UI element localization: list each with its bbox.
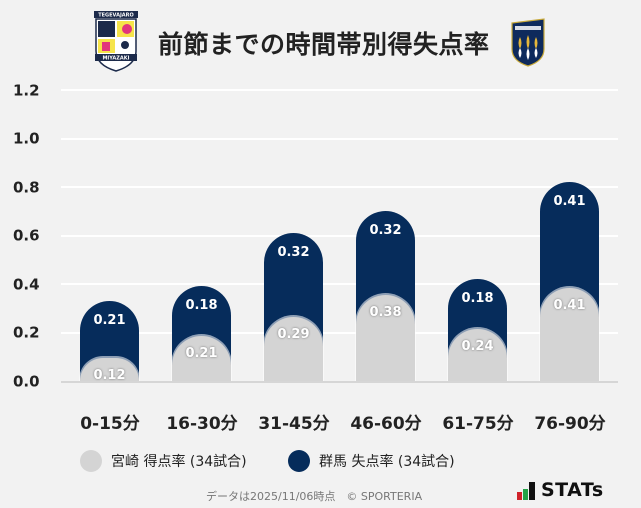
x-category-label: 46-60分 bbox=[350, 414, 422, 434]
legend-item-away: 群馬 失点率 (34試合) bbox=[288, 450, 455, 472]
bar-value-home: 0.24 bbox=[461, 338, 494, 354]
y-tick-label: 0.4 bbox=[13, 275, 40, 294]
y-tick-label: 0.2 bbox=[13, 323, 40, 342]
bar-value-home: 0.29 bbox=[277, 326, 310, 342]
legend-item-home: 宮崎 得点率 (34試合) bbox=[80, 450, 247, 472]
gridline bbox=[61, 235, 618, 237]
brand-bar-icon bbox=[523, 489, 528, 500]
bar-value-away: 0.32 bbox=[369, 223, 402, 239]
x-axis-baseline bbox=[61, 381, 618, 383]
gridline bbox=[61, 89, 618, 91]
y-tick-label: 0.8 bbox=[13, 178, 40, 197]
bar-segment-home bbox=[540, 287, 599, 381]
bar-stack: 0.18 0.24 bbox=[448, 279, 507, 381]
bar-segment-home bbox=[264, 316, 323, 381]
x-category-label: 0-15分 bbox=[80, 414, 140, 434]
brand-bar-icon bbox=[517, 492, 522, 500]
x-category-label: 31-45分 bbox=[258, 414, 330, 434]
bar-segment-home bbox=[172, 336, 231, 381]
bar-stack: 0.32 0.38 bbox=[356, 211, 415, 381]
bar-stack: 0.41 0.41 bbox=[540, 182, 599, 381]
x-category-label: 76-90分 bbox=[534, 414, 606, 434]
legend-label-away: 群馬 失点率 (34試合) bbox=[319, 454, 455, 470]
stats-brand-logo: STATs bbox=[517, 480, 604, 500]
y-tick-label: 0.0 bbox=[13, 372, 40, 391]
y-tick-label: 1.2 bbox=[13, 81, 40, 100]
brand-name: STATs bbox=[541, 479, 604, 501]
bar-value-home: 0.21 bbox=[185, 346, 218, 362]
chart-title: 前節までの時間帯別得失点率 bbox=[158, 30, 490, 59]
bar-stack: 0.18 0.21 bbox=[172, 286, 231, 381]
bar-segment-home bbox=[80, 357, 139, 381]
chart-header: TEGEVAJARO MIYAZAKI 前節までの時間帯別得失点率 bbox=[0, 0, 641, 80]
y-tick-label: 0.6 bbox=[13, 226, 40, 245]
legend-label-home: 宮崎 得点率 (34試合) bbox=[111, 454, 247, 470]
gridline bbox=[61, 332, 618, 334]
bar-segment-home bbox=[356, 294, 415, 381]
gunma-crest-icon bbox=[511, 18, 545, 67]
bar-value-away: 0.18 bbox=[185, 298, 218, 314]
brand-bar-icon bbox=[529, 482, 535, 500]
legend-swatch-home-icon bbox=[80, 450, 102, 472]
bar-value-away: 0.32 bbox=[277, 245, 310, 261]
x-category-label: 16-30分 bbox=[166, 414, 238, 434]
x-category-label: 61-75分 bbox=[442, 414, 514, 434]
bar-value-away: 0.18 bbox=[461, 291, 494, 307]
bar-value-home: 0.38 bbox=[369, 304, 402, 320]
bar-stack: 0.32 0.29 bbox=[264, 233, 323, 381]
bar-stack: 0.21 0.12 bbox=[80, 300, 139, 383]
legend-swatch-away-icon bbox=[288, 450, 310, 472]
bar-value-home: 0.41 bbox=[553, 297, 586, 313]
bar-value-home: 0.12 bbox=[93, 367, 126, 383]
svg-text:TEGEVAJARO: TEGEVAJARO bbox=[98, 13, 134, 19]
gridline bbox=[61, 138, 618, 140]
gridline bbox=[61, 283, 618, 285]
svg-text:MIYAZAKI: MIYAZAKI bbox=[102, 56, 129, 62]
bar-segment-home bbox=[448, 328, 507, 381]
bar-value-away: 0.21 bbox=[93, 312, 126, 328]
gridline bbox=[61, 186, 618, 188]
miyazaki-crest-icon: TEGEVAJARO MIYAZAKI bbox=[94, 11, 138, 72]
y-tick-label: 1.0 bbox=[13, 129, 40, 148]
bar-value-away: 0.41 bbox=[553, 194, 586, 210]
data-source-note: データは2025/11/06時点 © SPORTERIA bbox=[206, 490, 423, 503]
bar-chart: 0.0 0.2 0.4 0.6 0.8 1.0 1.2 0.21 0.12 0.18… bbox=[13, 81, 618, 434]
